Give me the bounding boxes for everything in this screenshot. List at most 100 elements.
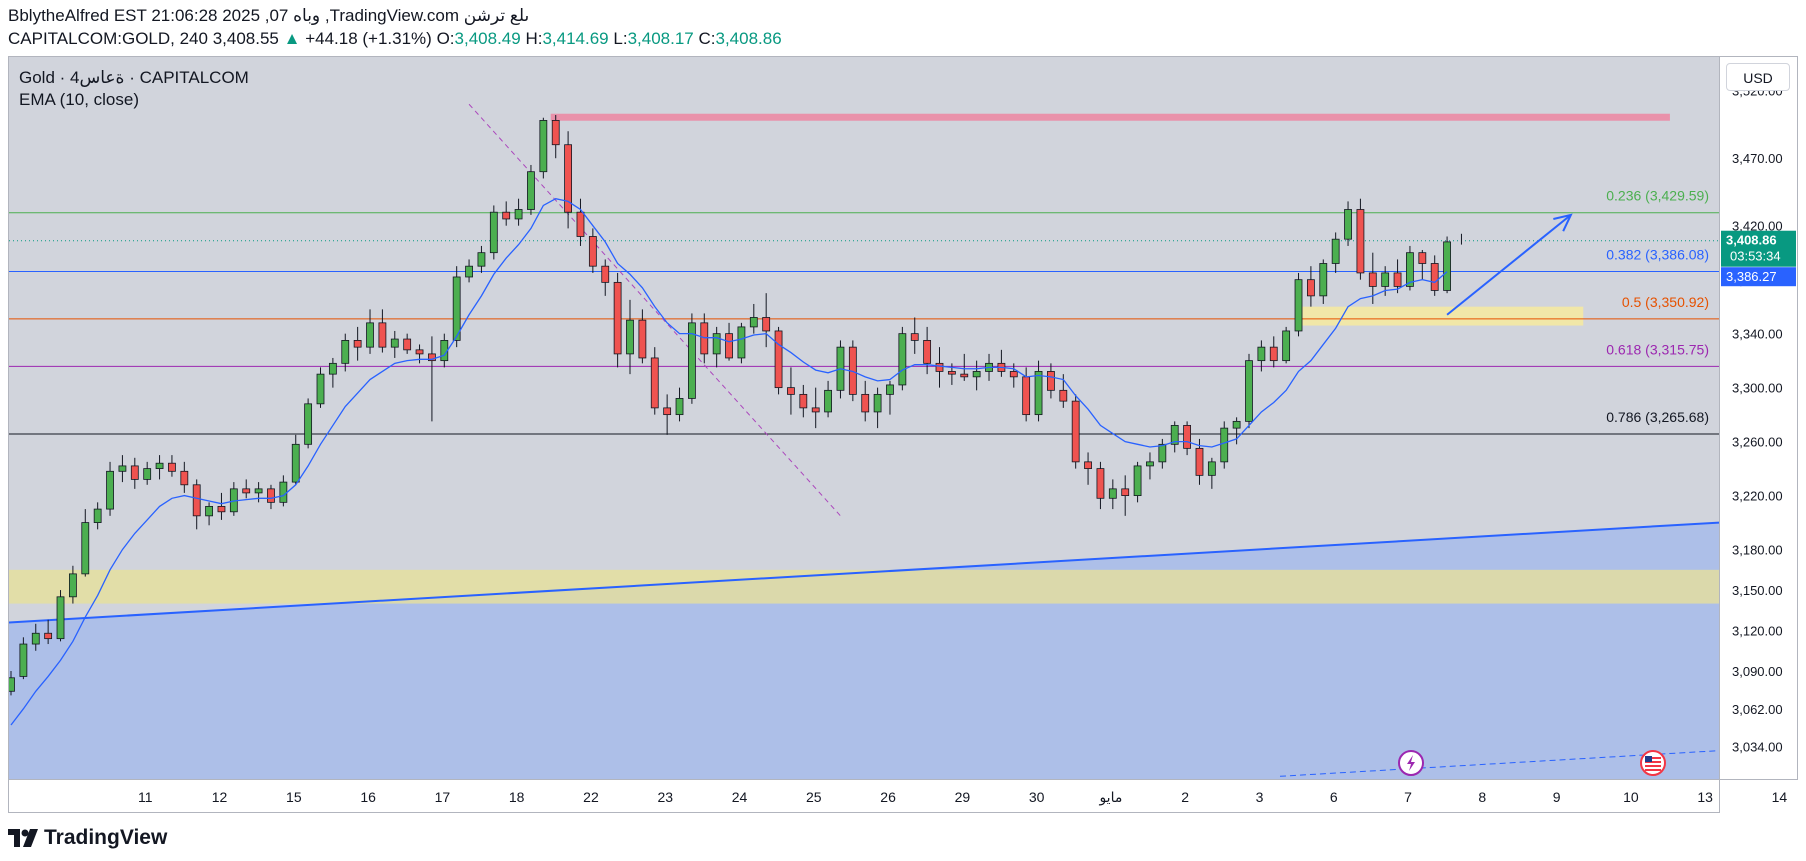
chart-legend-title[interactable]: Gold · 4ةعاس · CAPITALCOM <box>19 68 249 87</box>
tradingview-logo[interactable]: TradingView <box>8 826 167 850</box>
price-tick-label: 3,420.00 <box>1732 219 1783 234</box>
candle-body-up <box>452 276 461 341</box>
candle-body-down <box>415 349 424 355</box>
candle-body-down <box>1047 371 1055 391</box>
candle-body-up <box>539 120 548 173</box>
candle <box>168 455 176 477</box>
candle <box>638 309 647 364</box>
candle <box>910 317 919 354</box>
candle <box>960 353 969 381</box>
time-tick-label: 12 <box>212 789 228 805</box>
symbol-label[interactable]: CAPITALCOM:GOLD, 240 <box>8 29 208 48</box>
low-value: 3,408.17 <box>627 29 694 48</box>
candle <box>1207 457 1216 489</box>
high-value: 3,414.69 <box>542 29 609 48</box>
candle-body-up <box>316 373 325 405</box>
candle-body-down <box>811 407 820 413</box>
candle-body-up <box>514 209 523 220</box>
candle <box>267 484 275 510</box>
brand-name: TradingView <box>44 826 168 849</box>
projection-arrow-head <box>1553 213 1573 232</box>
ema-line <box>10 198 1448 726</box>
candle <box>180 461 189 493</box>
candle <box>1071 394 1080 469</box>
candle-body-up <box>56 596 65 640</box>
candle <box>1430 255 1439 296</box>
candle-body-down <box>44 632 53 640</box>
candle <box>155 455 164 480</box>
candle <box>1356 198 1365 280</box>
candle <box>56 590 65 642</box>
low-label: L: <box>613 29 628 48</box>
time-tick-label: 26 <box>880 789 896 805</box>
candle <box>601 259 610 296</box>
time-tick-label: 14 <box>1772 789 1788 805</box>
candle <box>886 380 894 415</box>
candle <box>44 619 53 645</box>
candle-body-up <box>1245 360 1253 422</box>
candle-body-down <box>130 465 139 480</box>
candle-body-down <box>1430 263 1439 291</box>
flag-canton <box>1645 756 1652 762</box>
time-tick-label: 6 <box>1330 789 1338 805</box>
plot-area <box>9 57 1719 779</box>
time-tick-label: 7 <box>1404 789 1412 805</box>
candle <box>217 492 226 520</box>
candle-body-down <box>1269 346 1278 362</box>
candle <box>1108 479 1117 510</box>
price-tick-label: 3,034.00 <box>1732 740 1783 755</box>
candle-body-up <box>9 677 15 692</box>
candle <box>353 326 362 361</box>
candle <box>588 228 597 273</box>
candle-body-up <box>328 362 337 375</box>
close-value: 3,408.86 <box>715 29 782 48</box>
candle <box>787 367 795 415</box>
candle <box>465 259 473 283</box>
time-tick-label: 29 <box>955 789 971 805</box>
time-tick-label: 16 <box>360 789 376 805</box>
candle <box>564 131 572 229</box>
candle <box>650 347 659 415</box>
candle-body-down <box>613 281 622 355</box>
lightning-bolt-icon <box>1407 755 1415 771</box>
candle <box>1183 421 1191 456</box>
candle-body-down <box>1071 400 1080 463</box>
time-tick-label: 10 <box>1623 789 1639 805</box>
resistance-line <box>550 113 1670 121</box>
time-tick-label: مايو <box>1098 789 1122 806</box>
candle-body-up <box>489 211 498 254</box>
price-tick-label: 3,470.00 <box>1732 151 1783 166</box>
candle <box>477 245 486 273</box>
currency-button[interactable]: USD <box>1726 63 1790 91</box>
candle-body-up <box>737 326 746 359</box>
candle-body-up <box>886 384 894 395</box>
candle-body-down <box>910 333 919 341</box>
candle <box>452 266 461 348</box>
candle <box>626 299 634 375</box>
candle-body-down <box>588 236 597 267</box>
candle <box>1047 363 1055 399</box>
candle-body-down <box>1368 272 1377 287</box>
candle-body-up <box>205 505 213 517</box>
candle <box>366 309 374 354</box>
time-tick-label: 3 <box>1256 789 1264 805</box>
candle-body-up <box>1282 330 1291 362</box>
indicator-legend[interactable]: EMA (10, close) <box>19 90 139 109</box>
candle <box>1344 201 1352 246</box>
candle <box>9 671 15 696</box>
candle <box>539 117 548 179</box>
candle-body-up <box>1158 443 1167 463</box>
flag-stripe <box>1645 757 1661 759</box>
candle-body-up <box>1108 488 1117 499</box>
candle <box>811 387 820 429</box>
candle <box>1269 336 1278 368</box>
candle <box>304 398 313 449</box>
candle <box>688 313 696 404</box>
candle-body-down <box>502 211 511 220</box>
candle-body-down <box>576 211 585 237</box>
candle-body-down <box>428 353 436 362</box>
candle-body-down <box>923 340 932 364</box>
candle-body-up <box>1381 272 1390 287</box>
dashed-projection-line <box>1279 750 1719 777</box>
